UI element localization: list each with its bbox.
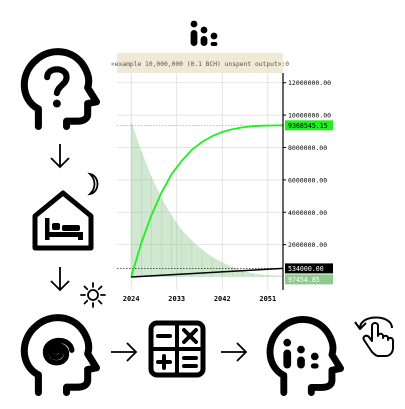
arrow-down-icon bbox=[50, 267, 70, 292]
series-line bbox=[130, 124, 284, 278]
value-label: 534000.00 bbox=[288, 265, 324, 273]
value-label-bg bbox=[285, 263, 333, 274]
series-line bbox=[131, 267, 284, 278]
sun-icon bbox=[80, 282, 106, 308]
x-tick-label: 2024 bbox=[123, 295, 140, 303]
crescent-moon-icon bbox=[87, 172, 99, 196]
bar-stats-icon bbox=[190, 20, 218, 46]
spiral-head-icon bbox=[20, 314, 100, 396]
stats-head-icon bbox=[266, 316, 344, 396]
y-tick-label: 12000000.00 bbox=[288, 79, 331, 87]
arrow-right-icon bbox=[221, 342, 248, 362]
caption-bar bbox=[117, 53, 283, 73]
value-label-bg bbox=[285, 120, 333, 131]
plot-area bbox=[117, 73, 283, 290]
chart-caption: <example 10,000,000 (0.1 BCH) unspent ou… bbox=[111, 61, 289, 68]
arrow-down-icon bbox=[50, 144, 70, 169]
x-tick-label: 2042 bbox=[214, 295, 231, 303]
area-series bbox=[131, 121, 283, 278]
value-label: 97454.85 bbox=[288, 276, 320, 284]
arrow-right-icon bbox=[111, 342, 138, 362]
value-label: 9368545.15 bbox=[288, 122, 328, 130]
tap-rotate-icon bbox=[354, 316, 394, 357]
y-tick-label: 10000000.00 bbox=[288, 112, 331, 120]
x-tick-label: 2033 bbox=[168, 295, 185, 303]
house-bed-icon bbox=[32, 190, 94, 251]
calculator-icon bbox=[148, 320, 206, 378]
y-tick-label: 2000000.00 bbox=[288, 241, 327, 249]
y-tick-label: 8000000.00 bbox=[288, 144, 327, 152]
y-tick-label: 6000000.00 bbox=[288, 176, 327, 184]
y-tick-label: 4000000.00 bbox=[288, 209, 327, 217]
question-head-icon bbox=[20, 48, 100, 130]
x-tick-label: 2051 bbox=[259, 295, 276, 303]
value-label-bg bbox=[285, 274, 333, 285]
